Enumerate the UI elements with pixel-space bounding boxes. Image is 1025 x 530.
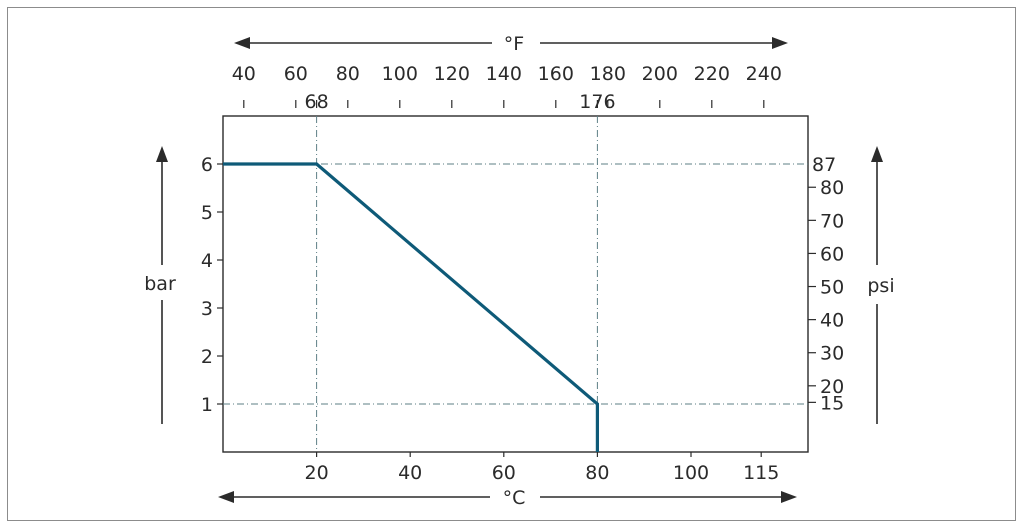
- y-tick-label: 5: [201, 202, 213, 224]
- right-tick-label: 70: [820, 210, 844, 232]
- right-arrow-head: [871, 146, 883, 162]
- top-tick-label: 160: [538, 63, 574, 85]
- chart-frame: [7, 7, 1016, 521]
- right-tick-label: 40: [820, 310, 844, 332]
- top-tick-label: 60: [284, 63, 308, 85]
- y-tick-label: 1: [201, 394, 213, 416]
- top-arrow-left-head: [234, 37, 250, 49]
- top-axis-label: °F: [504, 33, 524, 55]
- top-tick-label: 180: [590, 63, 626, 85]
- x-tick-label: 115: [743, 462, 779, 484]
- right-tick-label: 30: [820, 343, 844, 365]
- right-axis-label: psi: [867, 275, 894, 297]
- y-tick-label: 3: [201, 298, 213, 320]
- axis-arrows: [156, 37, 883, 503]
- y-tick-label: 6: [201, 154, 213, 176]
- right-tick-label: 60: [820, 243, 844, 265]
- y-tick-label: 4: [201, 250, 213, 272]
- y-axis-label: bar: [144, 273, 176, 295]
- top-marker-label: 176: [579, 91, 615, 113]
- series-layer: [223, 162, 600, 452]
- right-marker-label: 87: [812, 154, 836, 176]
- x-tick-label: 40: [398, 462, 422, 484]
- top-arrow-right-head: [772, 37, 788, 49]
- top-tick-label: 40: [232, 63, 256, 85]
- x-tick-label: 80: [585, 462, 609, 484]
- x-axis-label: °C: [503, 487, 526, 509]
- x-tick-label: 60: [492, 462, 516, 484]
- reference-lines: [223, 116, 808, 452]
- top-tick-label: 100: [382, 63, 418, 85]
- top-tick-label: 120: [434, 63, 470, 85]
- x-tick-label: 20: [305, 462, 329, 484]
- top-tick-label: 80: [336, 63, 360, 85]
- left-arrow-head: [156, 146, 168, 162]
- top-tick-label: 240: [746, 63, 782, 85]
- top-tick-label: 140: [486, 63, 522, 85]
- top-tick-label: 200: [642, 63, 678, 85]
- y-tick-label: 2: [201, 346, 213, 368]
- bottom-arrow-left-head: [218, 491, 234, 503]
- plot-area: [222, 115, 809, 453]
- ticks-layer: 20 40 60 80 100 115 1 2 3 4 5 6 40 60 80 100 120 140 160 18…: [201, 63, 844, 484]
- right-tick-label: 50: [820, 277, 844, 299]
- right-tick-label: 20: [820, 376, 844, 398]
- right-tick-label: 15: [820, 392, 844, 414]
- top-marker-label: 68: [305, 91, 329, 113]
- top-tick-label: 220: [694, 63, 730, 85]
- x-tick-label: 100: [673, 462, 709, 484]
- bottom-arrow-right-head: [781, 491, 797, 503]
- series-line-0: [223, 162, 600, 452]
- right-tick-label: 80: [820, 177, 844, 199]
